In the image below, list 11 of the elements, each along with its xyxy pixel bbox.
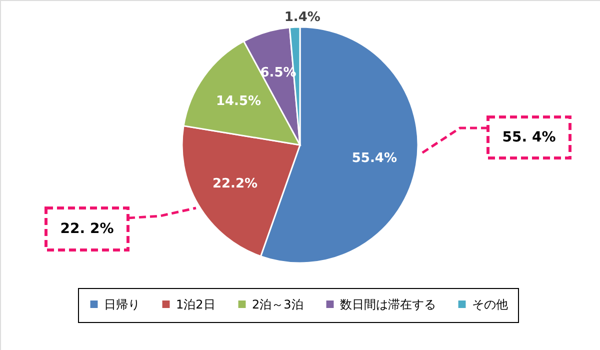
data-label: 14.5% bbox=[216, 94, 262, 110]
data-label: 22.2% bbox=[212, 176, 258, 192]
text: 22. 2% bbox=[60, 221, 114, 237]
legend-label: 日帰り bbox=[104, 297, 140, 312]
data-label: 55.4% bbox=[352, 150, 397, 166]
data-label: 1.4% bbox=[284, 10, 320, 26]
text: 55. 4% bbox=[502, 130, 556, 146]
legend-label: 2泊～3泊 bbox=[252, 297, 304, 312]
legend-label: 1泊2日 bbox=[176, 297, 216, 312]
legend-label: その他 bbox=[472, 297, 508, 312]
legend-label: 数日間は滞在する bbox=[340, 297, 436, 312]
